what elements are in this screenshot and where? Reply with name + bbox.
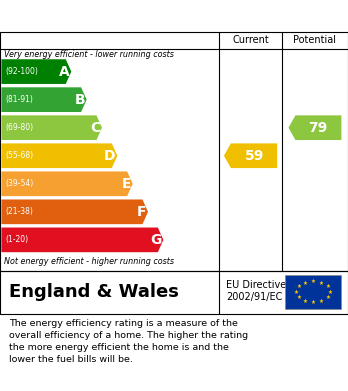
Text: ★: ★ (302, 281, 307, 286)
Text: (39-54): (39-54) (5, 179, 33, 188)
Text: ★: ★ (294, 290, 299, 294)
Polygon shape (1, 87, 87, 112)
Text: Current: Current (232, 36, 269, 45)
Polygon shape (288, 115, 341, 140)
Text: EU Directive
2002/91/EC: EU Directive 2002/91/EC (226, 280, 286, 302)
Text: ★: ★ (327, 290, 332, 294)
Text: B: B (74, 93, 85, 107)
Text: ★: ★ (311, 279, 316, 284)
Text: (92-100): (92-100) (5, 67, 38, 76)
Polygon shape (1, 115, 102, 140)
Text: (81-91): (81-91) (5, 95, 33, 104)
Text: C: C (90, 121, 100, 135)
Text: 59: 59 (245, 149, 264, 163)
Text: ★: ★ (296, 284, 301, 289)
Polygon shape (1, 171, 133, 196)
Text: 79: 79 (308, 121, 327, 135)
Text: England & Wales: England & Wales (9, 283, 179, 301)
Text: ★: ★ (319, 298, 324, 303)
Text: (55-68): (55-68) (5, 151, 33, 160)
Bar (285, 275, 341, 309)
Polygon shape (1, 228, 163, 252)
Polygon shape (1, 59, 71, 84)
Text: F: F (137, 205, 146, 219)
Polygon shape (1, 143, 117, 168)
Polygon shape (1, 199, 148, 224)
Text: The energy efficiency rating is a measure of the
overall efficiency of a home. T: The energy efficiency rating is a measur… (9, 319, 248, 364)
Text: ★: ★ (311, 300, 316, 305)
Text: (69-80): (69-80) (5, 123, 33, 132)
Text: Potential: Potential (293, 36, 337, 45)
Polygon shape (224, 143, 277, 168)
Text: Very energy efficient - lower running costs: Very energy efficient - lower running co… (4, 50, 174, 59)
Text: (21-38): (21-38) (5, 207, 33, 216)
Text: ★: ★ (325, 295, 330, 300)
Text: A: A (59, 65, 70, 79)
Text: G: G (150, 233, 161, 247)
Text: Energy Efficiency Rating: Energy Efficiency Rating (9, 7, 238, 25)
Text: D: D (104, 149, 116, 163)
Text: ★: ★ (296, 295, 301, 300)
Text: ★: ★ (319, 281, 324, 286)
Text: E: E (121, 177, 131, 191)
Text: Not energy efficient - higher running costs: Not energy efficient - higher running co… (4, 257, 174, 266)
Text: (1-20): (1-20) (5, 235, 28, 244)
Text: ★: ★ (302, 298, 307, 303)
Text: ★: ★ (325, 284, 330, 289)
